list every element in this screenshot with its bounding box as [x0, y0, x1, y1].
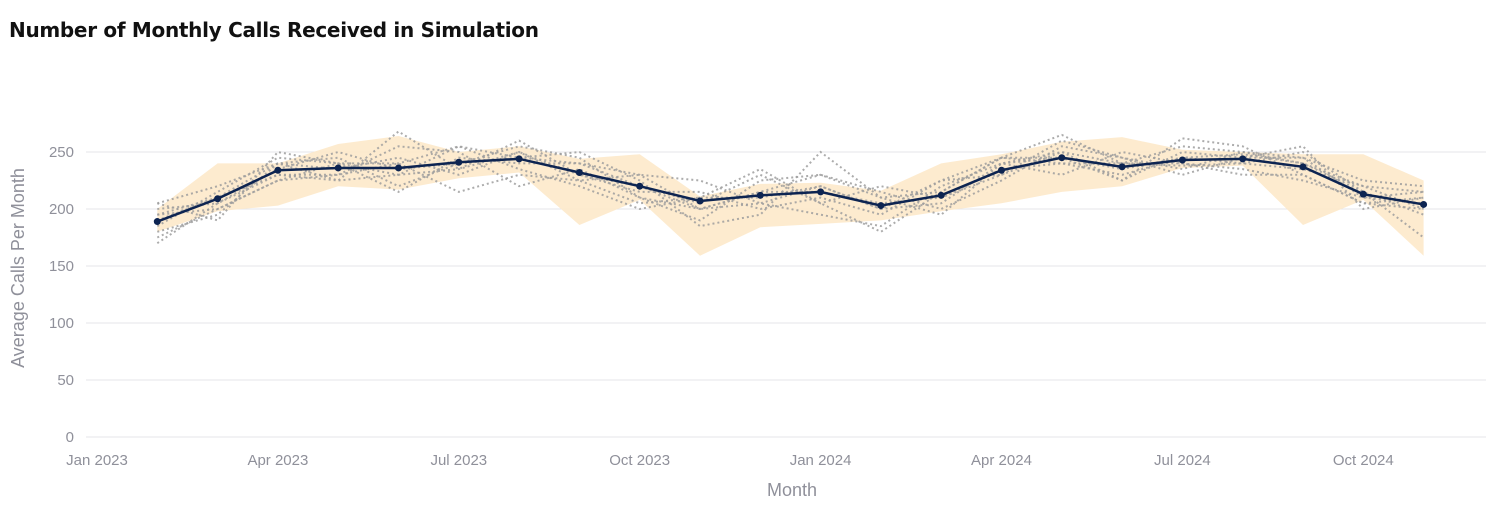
mean-point[interactable]	[636, 182, 644, 190]
x-axis-ticks: Jan 2023 Apr 2023 Jul 2023 Oct 2023 Jan 2024…	[66, 452, 1394, 469]
mean-point[interactable]	[756, 191, 764, 199]
y-tick-label: 0	[66, 429, 74, 446]
x-tick-label: Apr 2023	[247, 452, 308, 469]
x-tick-label: Oct 2023	[609, 452, 670, 469]
y-tick-label: 50	[57, 372, 74, 389]
simulation-run-line	[157, 153, 1424, 216]
mean-point[interactable]	[395, 164, 402, 172]
mean-point[interactable]	[334, 164, 342, 172]
y-axis-ticks: 0 50 100 150 200 250	[49, 144, 74, 446]
y-tick-label: 200	[49, 201, 74, 218]
mean-point[interactable]	[1420, 200, 1428, 208]
x-axis-title: Month	[767, 480, 817, 500]
y-tick-label: 100	[49, 315, 74, 332]
mean-point[interactable]	[1299, 163, 1307, 171]
x-tick-label: Jan 2024	[790, 452, 852, 469]
simulation-run-line	[156, 145, 1424, 239]
mean-point[interactable]	[153, 218, 161, 226]
x-tick-label: Apr 2024	[971, 452, 1032, 469]
mean-point[interactable]	[937, 191, 945, 199]
simulation-run-line	[157, 150, 1424, 233]
simulation-run-line	[156, 130, 1425, 245]
simulation-run-line	[156, 137, 1424, 227]
gridlines	[86, 151, 1486, 438]
mean-point[interactable]	[998, 166, 1005, 174]
mean-point[interactable]	[877, 202, 885, 210]
band-area	[157, 136, 1424, 256]
x-tick-label: Jul 2024	[1154, 452, 1211, 469]
mean-point[interactable]	[515, 155, 523, 163]
mean-point[interactable]	[214, 195, 222, 203]
simulation-run-line	[157, 150, 1424, 228]
x-tick-label: Jan 2023	[66, 452, 128, 469]
mean-point[interactable]	[575, 169, 583, 177]
mean-point[interactable]	[274, 166, 282, 174]
mean-point[interactable]	[1058, 154, 1066, 162]
mean-line	[156, 156, 1424, 223]
mean-point[interactable]	[817, 188, 825, 196]
confidence-band	[157, 136, 1424, 256]
mean-point[interactable]	[455, 158, 463, 166]
x-tick-label: Jul 2023	[430, 452, 487, 469]
mean-point[interactable]	[1359, 190, 1367, 198]
y-axis-title: Average Calls Per Month	[8, 168, 28, 368]
y-tick-label: 150	[49, 258, 74, 275]
mean-point[interactable]	[1118, 163, 1126, 171]
mean-point[interactable]	[696, 197, 704, 205]
mean-point[interactable]	[1178, 156, 1186, 164]
x-tick-label: Oct 2024	[1333, 452, 1394, 469]
y-tick-label: 250	[49, 144, 74, 161]
mean-point[interactable]	[1239, 155, 1247, 163]
chart-title: Number of Monthly Calls Received in Simu…	[9, 18, 539, 42]
mean-series	[153, 154, 1428, 226]
